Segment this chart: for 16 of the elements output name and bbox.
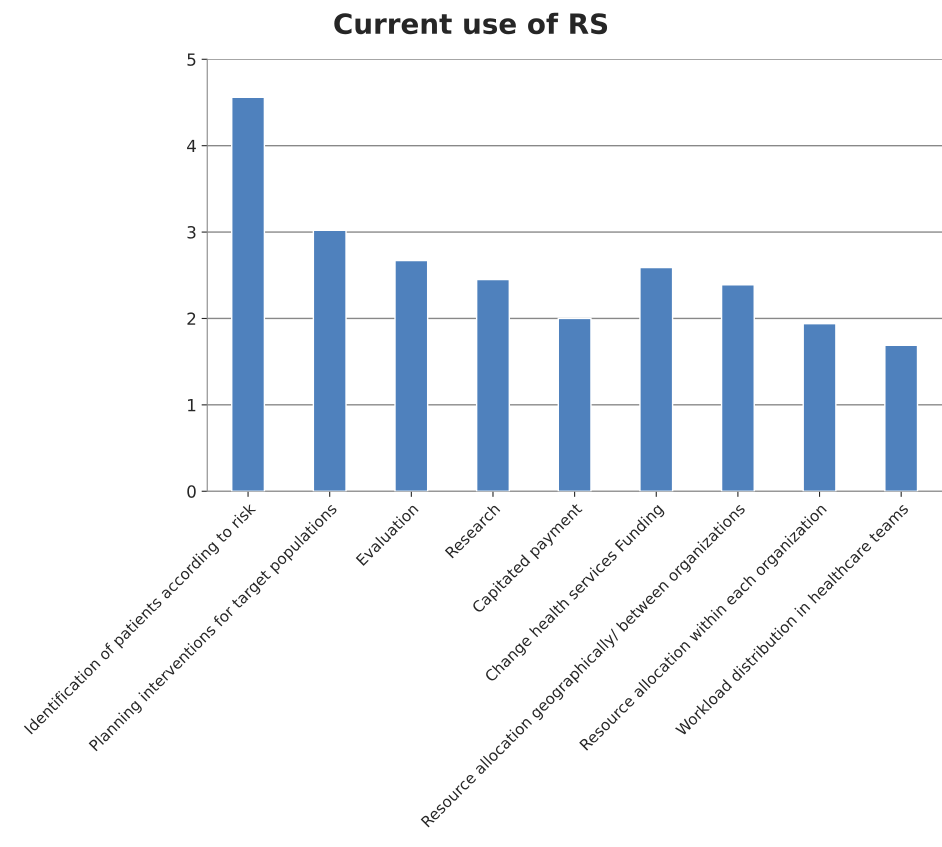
bar <box>312 230 347 492</box>
y-tick-label: 4 <box>187 140 196 152</box>
y-tick-label: 2 <box>187 312 196 325</box>
chart-title: Current use of RS <box>334 12 608 34</box>
y-tick-label: 5 <box>188 53 196 66</box>
bar <box>394 260 428 492</box>
bar <box>476 278 510 492</box>
bar <box>558 318 592 492</box>
y-tick-label: 1 <box>188 399 196 412</box>
bar <box>639 266 674 492</box>
bar <box>884 344 918 492</box>
y-tick-label: 0 <box>187 485 196 498</box>
bar <box>231 96 266 492</box>
bar <box>802 322 837 492</box>
bar <box>720 284 755 492</box>
y-tick-label: 3 <box>187 226 196 239</box>
